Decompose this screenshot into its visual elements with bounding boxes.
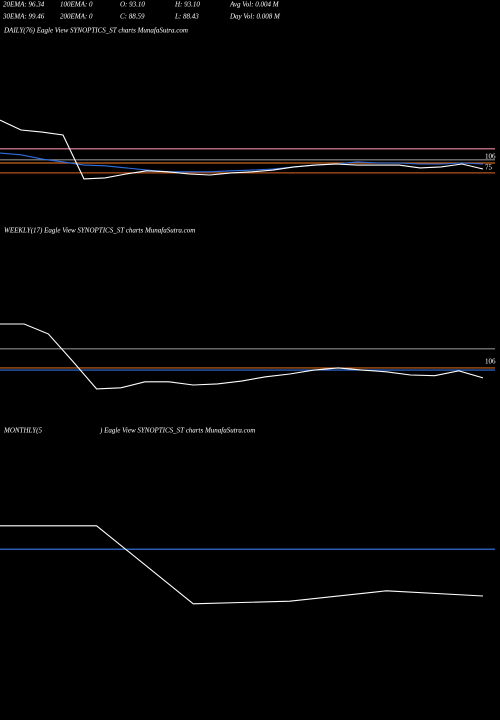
price-line [0, 323, 484, 390]
header-stat: C: 88.59 [120, 13, 145, 21]
price-line [0, 119, 484, 180]
panel-title: MONTHLY(5 [3, 427, 42, 435]
header-stat: Day Vol: 0.008 M [229, 13, 281, 21]
header-stat: 20EMA: 96.34 [3, 1, 45, 9]
header-stat: 200EMA: 0 [60, 13, 93, 21]
header-stat: H: 93.10 [174, 1, 200, 9]
header-stat: L: 88.43 [174, 13, 199, 21]
y-tick-label: 106 [485, 358, 496, 366]
panel-title: DAILY(76) Eagle View SYNOPTICS_ST charts… [3, 27, 188, 35]
header-stat: 30EMA: 99.46 [2, 13, 45, 21]
header-stat: O: 93.10 [120, 1, 145, 9]
header-stat: Avg Vol: 0.004 M [229, 1, 280, 9]
y-tick-label: 75 [485, 164, 493, 172]
panel-title: ) Eagle View SYNOPTICS_ST charts MunafaS… [99, 427, 255, 435]
price-line [0, 152, 484, 173]
header-stat: 100EMA: 0 [60, 1, 93, 9]
y-tick-label: 106 [485, 153, 496, 161]
price-line [0, 525, 484, 605]
panel-title: WEEKLY(17) Eagle View SYNOPTICS_ST chart… [4, 227, 195, 235]
